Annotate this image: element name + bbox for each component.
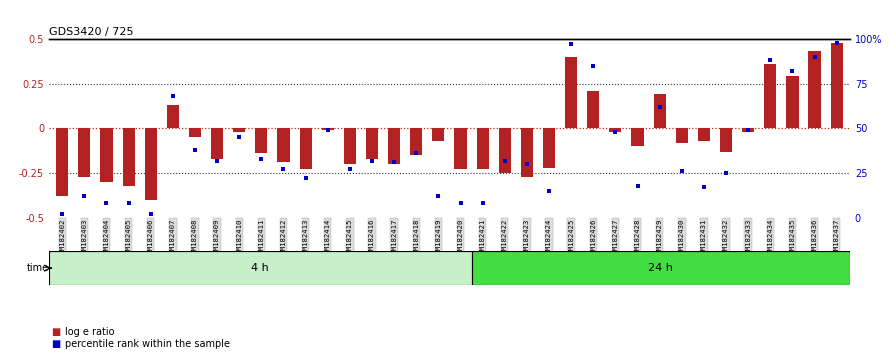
Bar: [521, 128, 533, 177]
Bar: [278, 128, 289, 162]
Bar: [388, 128, 401, 164]
Bar: [49, 251, 472, 285]
Bar: [255, 128, 268, 153]
Text: time: time: [27, 263, 49, 273]
Bar: [653, 95, 666, 128]
Bar: [476, 128, 489, 170]
Text: GDS3420 / 725: GDS3420 / 725: [49, 27, 134, 37]
Bar: [498, 128, 511, 173]
Bar: [742, 128, 754, 132]
Bar: [698, 128, 710, 141]
Bar: [543, 128, 555, 168]
Bar: [78, 128, 91, 177]
Bar: [787, 76, 798, 128]
Bar: [631, 128, 643, 146]
Text: percentile rank within the sample: percentile rank within the sample: [65, 339, 230, 349]
Bar: [189, 128, 201, 137]
Bar: [123, 128, 134, 185]
Bar: [321, 128, 334, 130]
Bar: [765, 64, 776, 128]
Bar: [587, 91, 599, 128]
Text: ■: ■: [51, 327, 60, 337]
Bar: [145, 128, 157, 200]
Bar: [366, 128, 378, 159]
Bar: [344, 128, 356, 164]
Bar: [720, 128, 732, 152]
Bar: [56, 128, 69, 196]
Bar: [565, 57, 578, 128]
Bar: [101, 128, 112, 182]
Bar: [808, 51, 821, 128]
Text: 4 h: 4 h: [251, 263, 269, 273]
Bar: [433, 128, 444, 141]
Bar: [472, 251, 850, 285]
Text: 24 h: 24 h: [648, 263, 673, 273]
Text: ■: ■: [51, 339, 60, 349]
Bar: [300, 128, 311, 170]
Bar: [610, 128, 621, 132]
Bar: [410, 128, 423, 155]
Bar: [166, 105, 179, 128]
Bar: [676, 128, 688, 143]
Bar: [455, 128, 466, 170]
Text: log e ratio: log e ratio: [65, 327, 115, 337]
Bar: [233, 128, 246, 132]
Bar: [830, 42, 843, 128]
Bar: [211, 128, 223, 159]
